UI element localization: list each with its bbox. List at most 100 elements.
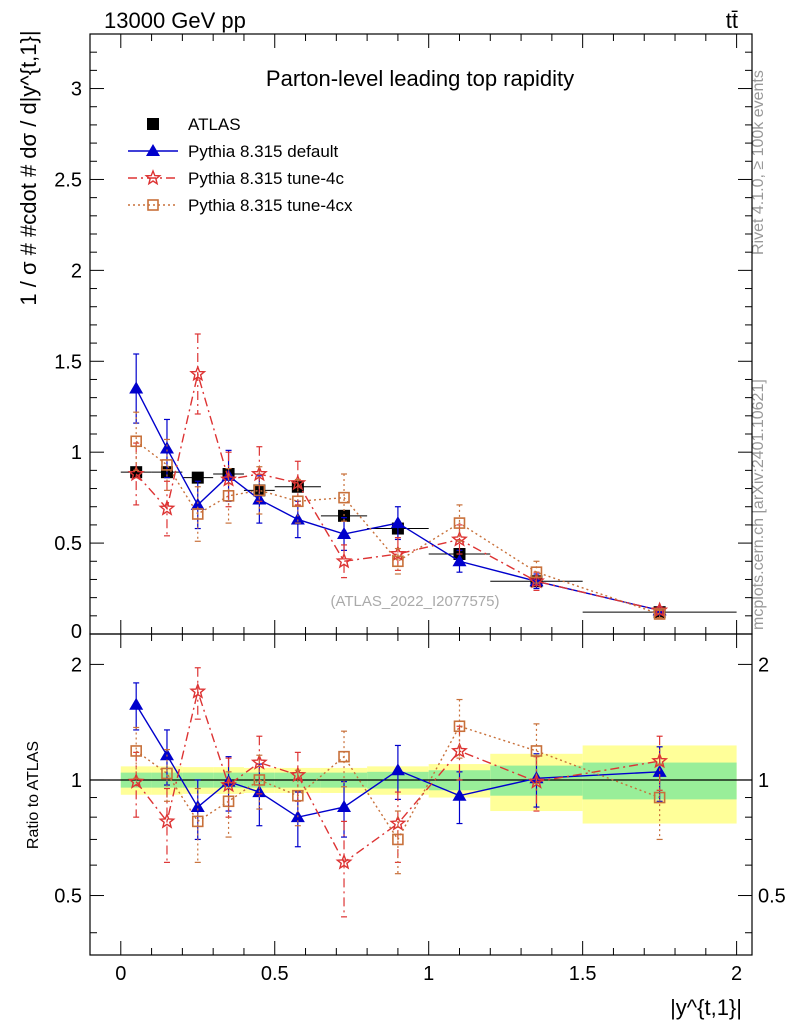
process-label: tt̄ [726, 8, 738, 33]
main-1-point [290, 512, 305, 525]
ratio-1-point [127, 772, 145, 789]
y-tick-label-zero: 0 [71, 621, 82, 643]
legend: ATLAS Pythia 8.315 default Pythia 8.315 tu… [128, 115, 353, 215]
ratio-ylabel: Ratio to ATLAS [25, 741, 42, 849]
legend-label: Pythia 8.315 default [188, 142, 339, 161]
legend-label: Pythia 8.315 tune-4c [188, 169, 344, 188]
ratio-2-point [530, 745, 543, 757]
ratio-1-point [289, 766, 307, 783]
legend-item: Pythia 8.315 tune-4cx [128, 196, 353, 215]
main-title: Parton-level leading top rapidity [266, 66, 574, 91]
main-3-point [338, 491, 350, 504]
x-tick-label: 1 [423, 963, 434, 985]
main-3-point [392, 555, 404, 568]
main-3-series [130, 411, 666, 620]
legend-marker [146, 144, 160, 156]
main-1-point [190, 497, 205, 510]
ratio-1-line [135, 688, 660, 864]
main-3-point [161, 459, 173, 471]
main-0-point [191, 471, 204, 484]
main-2-point [127, 465, 145, 482]
ratio-2-point [292, 789, 304, 802]
ratio-0-point [159, 748, 174, 761]
main-2-point [220, 470, 238, 487]
main-3-point [253, 484, 266, 497]
ratio-2-point [453, 720, 466, 733]
legend-label: ATLAS [188, 115, 241, 134]
ratio-0-point [390, 763, 405, 776]
main-1-point [129, 381, 144, 394]
main-1-point [452, 554, 467, 567]
xlabel: |y^{t,1}| [670, 995, 742, 1020]
main-2-point [527, 572, 545, 589]
x-tick-label: 1.5 [569, 963, 597, 985]
ratio-y-tick-label: 0.5 [54, 886, 82, 908]
ratio-2-point [130, 745, 142, 757]
ratio-frame [89, 633, 753, 956]
main-3-point [653, 608, 666, 620]
x-tick-label: 2 [731, 963, 742, 985]
ratio-2-series [130, 698, 666, 875]
ratio-1-point [450, 742, 468, 759]
ratio-y-tick-label-right: 2 [758, 654, 769, 676]
main-1-point [390, 516, 405, 529]
main-1-point [159, 441, 174, 454]
mcplots-label: mcplots.cern.ch [arXiv:2401.10621] [750, 379, 767, 630]
ratio-0-point [337, 800, 352, 813]
ratio-y-tick-label: 1 [71, 770, 82, 792]
ratio-2-point [338, 750, 350, 763]
legend-item: Pythia 8.315 tune-4c [128, 169, 344, 188]
legend-item: ATLAS [147, 115, 241, 134]
legend-item: Pythia 8.315 default [128, 142, 339, 161]
legend-marker [144, 169, 162, 186]
ratio-y-tick-label-right: 0.5 [758, 886, 786, 908]
ratio-0-point [129, 697, 144, 710]
y-tick-label: 1.5 [54, 351, 82, 373]
main-2-point [450, 530, 468, 547]
ratio-1-point [335, 853, 353, 870]
ratio-2-point [161, 767, 173, 780]
ratio-y-tick-label-right: 1 [758, 770, 769, 792]
main-2-point [335, 552, 353, 569]
ratio-1-point [158, 812, 176, 829]
main-3-point [530, 566, 543, 578]
ratio-0-point [452, 788, 467, 801]
ratio-y-tick-label: 2 [71, 654, 82, 676]
ratio-1-point [189, 682, 207, 699]
energy-label: 13000 GeV pp [104, 8, 246, 33]
rivet-label: Rivet 4.1.0, ≥ 100k events [750, 70, 767, 255]
ratio-2-point [191, 815, 204, 828]
axes: 0 0.5 1 1.5 2 0.5 1 1.5 2 2.5 3 0 0.5 0.5 1 1 2 2 [54, 33, 786, 985]
ratio-0-point [190, 800, 205, 813]
y-tick-label: 1 [71, 442, 82, 464]
y-tick-label: 3 [71, 79, 82, 101]
legend-marker [147, 199, 159, 211]
main-1-point [337, 527, 352, 539]
y-tick-label: 2 [71, 260, 82, 282]
main-ylabel: 1 / σ # #cdot # dσ / d|y^{t,1}| [16, 30, 41, 305]
y-tick-label: 0.5 [54, 533, 82, 555]
main-3-line [135, 440, 660, 615]
legend-marker [147, 118, 159, 130]
legend-label: Pythia 8.315 tune-4cx [188, 196, 353, 215]
main-2-point [651, 601, 669, 618]
ratio-2-point [222, 795, 235, 808]
main-2-point [189, 365, 207, 382]
main-plot-series [120, 333, 737, 620]
ratio-2-point [253, 774, 266, 786]
x-tick-label: 0.5 [261, 963, 289, 985]
ratio-2-point [392, 833, 404, 846]
ratio-2-point [653, 791, 666, 804]
watermark: (ATLAS_2022_I2077575) [330, 593, 499, 610]
ratio-1-point [527, 772, 545, 789]
main-3-point [292, 495, 304, 508]
main-3-point [130, 435, 142, 448]
x-tick-label: 0 [115, 963, 126, 985]
main-3-point [453, 517, 466, 529]
y-tick-label: 2.5 [54, 169, 82, 191]
main-3-point [222, 490, 235, 502]
main-3-point [191, 508, 204, 520]
main-2-point [158, 499, 176, 516]
